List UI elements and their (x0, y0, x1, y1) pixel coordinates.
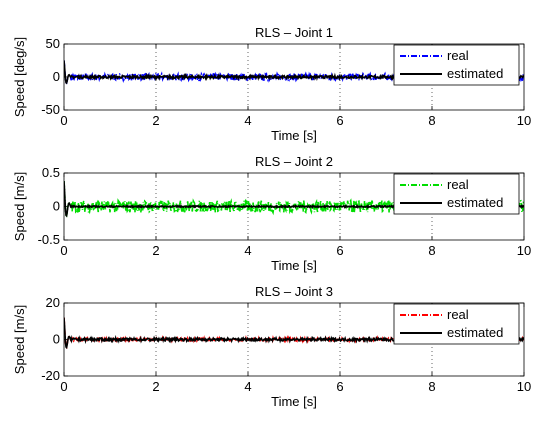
y-tick-label: 0 (53, 199, 60, 214)
x-tick-label: 0 (60, 243, 67, 258)
x-tick-label: 8 (428, 243, 435, 258)
legend-label: real (447, 48, 469, 63)
y-tick-label: 0 (53, 332, 60, 347)
y-tick-label: -50 (41, 102, 60, 117)
y-tick-label: 0.5 (42, 165, 60, 180)
legend: real estimated (393, 173, 520, 215)
y-axis-label: Speed [m/s] (12, 305, 27, 374)
legend-label: estimated (447, 195, 503, 210)
plot-frame (63, 302, 525, 377)
legend: real estimated (393, 44, 520, 86)
x-tick-label: 0 (60, 113, 67, 128)
chart-title: RLS – Joint 1 (255, 25, 333, 40)
legend-box (393, 44, 520, 86)
x-tick-label: 4 (244, 243, 251, 258)
legend-label: real (447, 177, 469, 192)
x-tick-label: 10 (517, 379, 531, 394)
legend-box (393, 173, 520, 215)
legend-label: estimated (447, 325, 503, 340)
x-tick-label: 8 (428, 113, 435, 128)
x-axis-label: Time [s] (271, 394, 317, 409)
x-tick-label: 8 (428, 379, 435, 394)
x-axis-label: Time [s] (271, 128, 317, 143)
y-tick-label: 20 (46, 295, 60, 310)
y-tick-label: -20 (41, 368, 60, 383)
x-tick-label: 0 (60, 379, 67, 394)
plot-frame (63, 43, 525, 111)
x-tick-label: 2 (152, 113, 159, 128)
legend: real estimated (393, 303, 520, 345)
x-tick-label: 10 (517, 113, 531, 128)
x-tick-label: 4 (244, 113, 251, 128)
x-tick-label: 2 (152, 243, 159, 258)
legend-label: real (447, 307, 469, 322)
x-tick-label: 6 (336, 113, 343, 128)
y-axis-label: Speed [m/s] (12, 172, 27, 241)
x-tick-label: 6 (336, 243, 343, 258)
x-tick-label: 10 (517, 243, 531, 258)
chart-title: RLS – Joint 2 (255, 154, 333, 169)
x-tick-label: 6 (336, 379, 343, 394)
plot-frame (63, 172, 525, 241)
x-axis-label: Time [s] (271, 258, 317, 273)
x-tick-label: 4 (244, 379, 251, 394)
y-tick-label: 0 (53, 69, 60, 84)
y-tick-label: -0.5 (38, 232, 60, 247)
y-tick-label: 50 (46, 36, 60, 51)
legend-box (393, 303, 520, 345)
chart-title: RLS – Joint 3 (255, 284, 333, 299)
x-tick-label: 2 (152, 379, 159, 394)
legend-label: estimated (447, 66, 503, 81)
y-axis-label: Speed [deg/s] (12, 37, 27, 117)
